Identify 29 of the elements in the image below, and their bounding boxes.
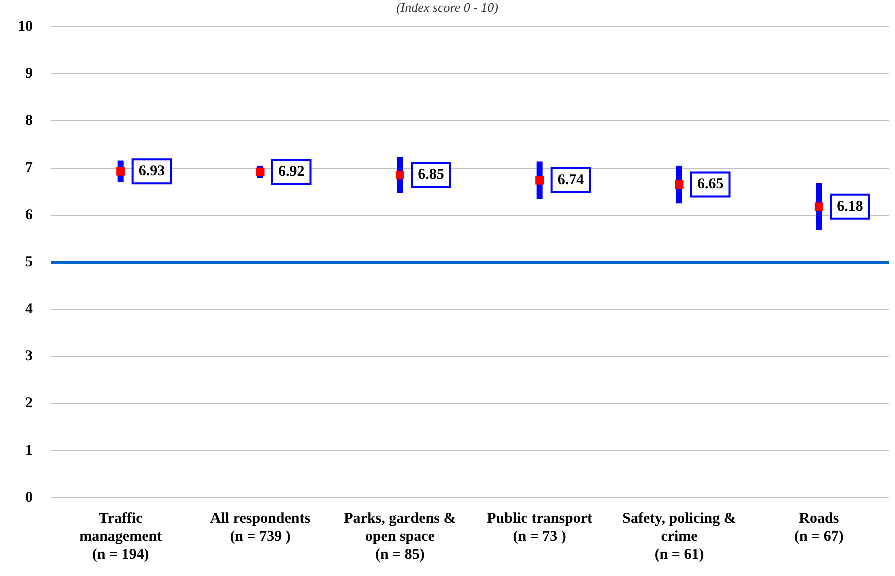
x-tick-label: Public transport (n = 73 )	[487, 510, 593, 545]
x-tick-label: Roads (n = 67)	[794, 510, 844, 545]
y-tick-label: 9	[26, 66, 33, 82]
data-label: 6.93	[138, 163, 166, 180]
y-tick-label: 7	[26, 160, 34, 176]
x-tick-label: Safety, policing & crime (n = 61)	[622, 510, 736, 563]
y-tick-label: 3	[26, 348, 33, 365]
data-label: 6.18	[837, 198, 864, 215]
y-tick-label: 5	[26, 254, 33, 270]
point	[814, 202, 824, 212]
point	[116, 167, 126, 176]
point	[675, 180, 684, 190]
y-tick-label: 10	[18, 18, 33, 35]
data-label: 6.74	[558, 172, 585, 188]
x-tick-label: All respondents (n = 739 )	[210, 510, 311, 545]
y-tick-label: 2	[26, 396, 33, 412]
x-tick-label: Parks, gardens & open space (n = 85)	[344, 510, 456, 563]
y-tick-label: 0	[26, 490, 33, 506]
data-label: 6.85	[418, 167, 444, 184]
point	[396, 171, 404, 180]
y-tick-label: 6	[26, 207, 34, 224]
y-tick-label: 4	[26, 301, 34, 318]
chart-subtitle: (Index score 0 - 10)	[395, 0, 500, 16]
y-tick-label: 1	[26, 442, 33, 459]
y-tick-label: 8	[26, 113, 33, 130]
data-label: 6.92	[278, 164, 305, 180]
data-label: 6.65	[698, 176, 724, 193]
x-tick-label: Traffic management (n = 194)	[80, 510, 162, 563]
point	[536, 176, 544, 185]
